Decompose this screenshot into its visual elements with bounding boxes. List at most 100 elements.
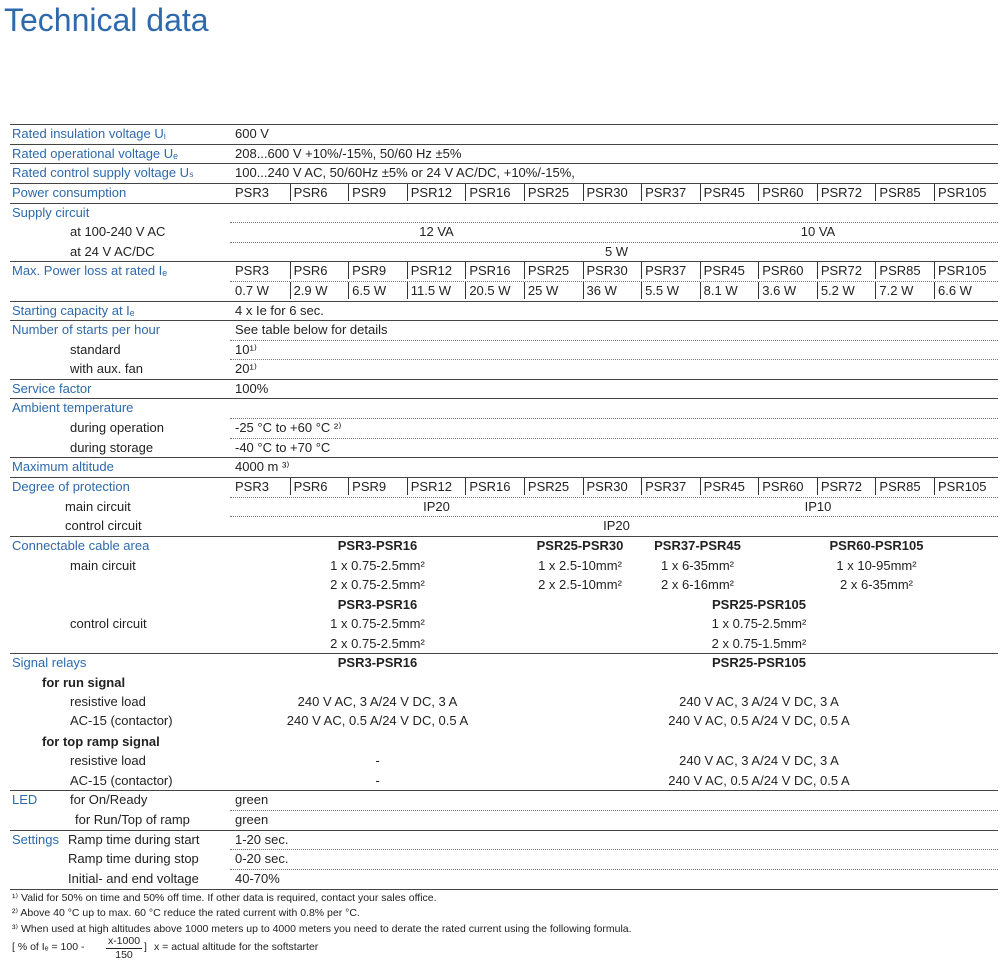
span-cell: 240 V AC, 0.5 A/24 V DC, 0.5 A xyxy=(668,713,850,728)
rule xyxy=(10,301,998,302)
span-cell: PSR25-PSR30 xyxy=(536,538,624,553)
model-cell: PSR85 xyxy=(879,263,921,278)
model-cell: PSR16 xyxy=(469,185,511,200)
rule xyxy=(10,124,998,125)
rule xyxy=(230,359,998,360)
col-rule xyxy=(348,478,350,495)
row-label: Signal relays xyxy=(12,655,87,670)
model-cell: PSR12 xyxy=(410,479,452,494)
rule xyxy=(10,536,998,537)
rule xyxy=(230,242,998,243)
row-label: AC-15 (contactor) xyxy=(70,773,173,788)
row-label: main circuit xyxy=(70,558,136,573)
cell-value: 0-20 sec. xyxy=(235,851,289,866)
row-label: Supply circuit xyxy=(12,205,90,220)
rule xyxy=(10,653,998,654)
col-rule xyxy=(758,478,760,495)
row-label: Power consumption xyxy=(12,185,127,200)
col-rule xyxy=(523,282,525,299)
rule xyxy=(230,869,998,870)
span-cell: 240 V AC, 0.5 A/24 V DC, 0.5 A xyxy=(286,713,469,728)
span-cell: 240 V AC, 3 A/24 V DC, 3 A xyxy=(297,694,458,709)
span-cell: 240 V AC, 0.5 A/24 V DC, 0.5 A xyxy=(668,773,850,788)
rule xyxy=(10,163,998,164)
model-cell: PSR6 xyxy=(293,263,328,278)
row-label: main circuit xyxy=(65,499,131,514)
span-cell: 2 x 6-35mm² xyxy=(840,577,913,592)
cell-value: 40-70% xyxy=(235,871,280,886)
row-label: Rated operational voltage Uₑ xyxy=(12,146,178,161)
span-cell: 2 x 0.75-2.5mm² xyxy=(330,577,425,592)
span-cell: IP10 xyxy=(804,499,832,514)
span-cell: IP20 xyxy=(423,499,450,514)
model-cell: PSR16 xyxy=(469,263,511,278)
rule xyxy=(230,281,998,282)
col-rule xyxy=(699,184,701,201)
row-label: Connectable cable area xyxy=(12,538,150,553)
model-cell: PSR37 xyxy=(645,185,687,200)
cell-value: -40 °C to +70 °C xyxy=(235,440,331,455)
model-cell: PSR45 xyxy=(703,479,745,494)
col-rule xyxy=(934,478,935,495)
span-cell: IP20 xyxy=(603,518,630,533)
row-label: at 100-240 V AC xyxy=(70,224,166,239)
col-rule xyxy=(758,184,760,201)
rule xyxy=(230,810,998,811)
row-label: AC-15 (contactor) xyxy=(70,713,173,728)
col-rule xyxy=(699,282,701,299)
model-cell: PSR60 xyxy=(762,263,804,278)
formula-numerator: x-1000 xyxy=(107,935,141,947)
span-cell: 240 V AC, 3 A/24 V DC, 3 A xyxy=(679,753,839,768)
model-cell: PSR72 xyxy=(820,479,863,494)
row-label: during operation xyxy=(70,420,164,435)
row-label: during storage xyxy=(70,440,154,455)
col-rule xyxy=(523,478,525,495)
rule xyxy=(230,497,998,498)
rule xyxy=(10,261,998,262)
model-cell: PSR6 xyxy=(293,185,328,200)
model-cell: 2.9 W xyxy=(293,283,328,298)
footnote: ²⁾ Above 40 °C up to max. 60 °C reduce t… xyxy=(12,907,360,919)
rule xyxy=(10,457,998,458)
model-cell: PSR3 xyxy=(235,185,269,200)
col-rule xyxy=(289,262,291,279)
model-cell: PSR85 xyxy=(879,185,921,200)
rule xyxy=(10,203,998,204)
span-cell: PSR60-PSR105 xyxy=(829,538,924,553)
col-rule xyxy=(289,282,291,299)
model-cell: PSR30 xyxy=(586,263,628,278)
span-cell: 10 VA xyxy=(800,224,836,239)
model-cell: PSR25 xyxy=(527,479,570,494)
col-rule xyxy=(406,262,408,279)
footnote: ³⁾ When used at high altitudes above 100… xyxy=(12,923,632,935)
col-rule xyxy=(289,184,291,201)
col-rule xyxy=(348,184,350,201)
span-cell: 240 V AC, 3 A/24 V DC, 3 A xyxy=(679,694,839,709)
col-rule xyxy=(348,262,350,279)
span-cell: 1 x 10-95mm² xyxy=(836,558,917,573)
row-label: Number of starts per hour xyxy=(12,322,161,337)
rule xyxy=(230,438,998,439)
col-rule xyxy=(641,184,643,201)
model-cell: PSR25 xyxy=(527,263,570,278)
cell-value: 1-20 sec. xyxy=(235,832,289,847)
span-cell: 2 x 0.75-2.5mm² xyxy=(330,636,425,651)
col-rule xyxy=(816,282,818,299)
col-rule xyxy=(816,262,818,279)
rule xyxy=(106,948,142,949)
col-rule xyxy=(289,478,291,495)
span-cell: 2 x 2.5-10mm² xyxy=(538,577,622,592)
span-cell: PSR25-PSR105 xyxy=(712,597,806,612)
span-cell: 2 x 6-16mm² xyxy=(661,577,734,592)
group-label: Settings xyxy=(12,832,59,847)
span-cell: - xyxy=(375,753,380,768)
model-cell: PSR60 xyxy=(762,479,804,494)
span-cell: PSR37-PSR45 xyxy=(654,538,741,553)
model-cell: PSR3 xyxy=(235,479,269,494)
col-rule xyxy=(816,184,818,201)
col-rule xyxy=(699,262,701,279)
model-cell: PSR30 xyxy=(586,479,628,494)
col-rule xyxy=(934,184,935,201)
row-label: resistive load xyxy=(70,753,146,768)
row-label: standard xyxy=(70,342,121,357)
